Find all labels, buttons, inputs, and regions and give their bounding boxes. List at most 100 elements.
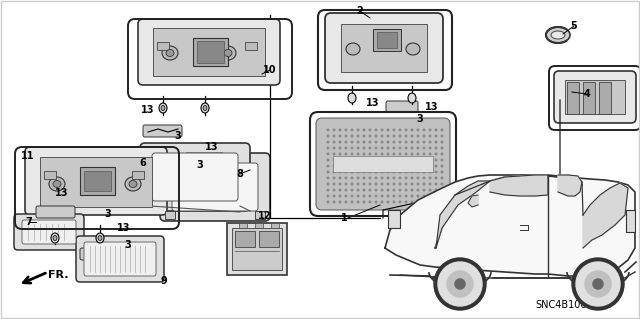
Ellipse shape: [423, 153, 425, 155]
Ellipse shape: [220, 46, 236, 60]
Ellipse shape: [345, 165, 347, 167]
Ellipse shape: [351, 165, 353, 167]
Ellipse shape: [429, 129, 431, 131]
Ellipse shape: [375, 177, 377, 179]
FancyBboxPatch shape: [140, 143, 250, 211]
Ellipse shape: [411, 201, 413, 203]
Ellipse shape: [417, 135, 419, 137]
Ellipse shape: [546, 27, 570, 43]
Ellipse shape: [363, 177, 365, 179]
Ellipse shape: [423, 189, 425, 191]
Ellipse shape: [393, 189, 396, 191]
Ellipse shape: [393, 171, 396, 173]
Ellipse shape: [345, 147, 347, 149]
Ellipse shape: [387, 129, 389, 131]
Ellipse shape: [351, 195, 353, 197]
Ellipse shape: [399, 141, 401, 143]
Ellipse shape: [96, 233, 104, 243]
Ellipse shape: [435, 141, 437, 143]
Ellipse shape: [435, 183, 437, 185]
Bar: [259, 231, 279, 247]
Ellipse shape: [161, 106, 165, 110]
Ellipse shape: [345, 129, 347, 131]
Ellipse shape: [357, 147, 359, 149]
Ellipse shape: [429, 171, 431, 173]
Ellipse shape: [339, 165, 341, 167]
Ellipse shape: [435, 177, 437, 179]
Ellipse shape: [339, 195, 341, 197]
Ellipse shape: [411, 129, 413, 131]
Bar: [245, 42, 257, 50]
Circle shape: [576, 262, 620, 306]
Ellipse shape: [357, 195, 359, 197]
Ellipse shape: [327, 201, 329, 203]
Ellipse shape: [357, 135, 359, 137]
Ellipse shape: [435, 159, 437, 161]
Ellipse shape: [387, 177, 389, 179]
Ellipse shape: [417, 195, 419, 197]
Ellipse shape: [435, 153, 437, 155]
Ellipse shape: [393, 195, 396, 197]
Bar: [165, 211, 175, 219]
Ellipse shape: [381, 177, 383, 179]
Ellipse shape: [375, 159, 377, 161]
FancyBboxPatch shape: [36, 206, 75, 218]
Ellipse shape: [375, 201, 377, 203]
Ellipse shape: [369, 159, 371, 161]
Text: 7: 7: [26, 217, 33, 227]
Bar: [626, 210, 635, 232]
Ellipse shape: [339, 201, 341, 203]
Text: 8: 8: [237, 169, 243, 179]
Ellipse shape: [435, 129, 437, 131]
Ellipse shape: [363, 165, 365, 167]
Ellipse shape: [363, 195, 365, 197]
Circle shape: [593, 279, 603, 289]
Ellipse shape: [551, 31, 565, 39]
Ellipse shape: [441, 165, 443, 167]
FancyBboxPatch shape: [14, 214, 84, 250]
Ellipse shape: [423, 141, 425, 143]
Ellipse shape: [441, 171, 443, 173]
Ellipse shape: [441, 141, 443, 143]
Ellipse shape: [417, 159, 419, 161]
Ellipse shape: [339, 189, 341, 191]
Ellipse shape: [345, 177, 347, 179]
Ellipse shape: [375, 129, 377, 131]
Ellipse shape: [375, 195, 377, 197]
Ellipse shape: [327, 165, 329, 167]
Ellipse shape: [387, 201, 389, 203]
Ellipse shape: [357, 141, 359, 143]
Ellipse shape: [423, 135, 425, 137]
Ellipse shape: [393, 201, 396, 203]
Text: 5: 5: [571, 21, 577, 31]
Polygon shape: [275, 22, 279, 80]
Ellipse shape: [351, 135, 353, 137]
Circle shape: [434, 258, 486, 310]
Ellipse shape: [327, 153, 329, 155]
FancyBboxPatch shape: [143, 125, 182, 137]
Bar: [255, 211, 265, 219]
Ellipse shape: [363, 153, 365, 155]
Ellipse shape: [348, 93, 356, 103]
Ellipse shape: [405, 165, 407, 167]
Circle shape: [455, 279, 465, 289]
Ellipse shape: [375, 147, 377, 149]
Ellipse shape: [429, 165, 431, 167]
Ellipse shape: [339, 129, 341, 131]
Ellipse shape: [399, 147, 401, 149]
Ellipse shape: [381, 183, 383, 185]
Ellipse shape: [327, 189, 329, 191]
Ellipse shape: [351, 171, 353, 173]
Ellipse shape: [53, 181, 61, 188]
Ellipse shape: [333, 141, 335, 143]
Ellipse shape: [51, 233, 59, 243]
Ellipse shape: [387, 147, 389, 149]
Text: 4: 4: [584, 89, 590, 99]
Ellipse shape: [411, 153, 413, 155]
Ellipse shape: [405, 201, 407, 203]
Ellipse shape: [351, 159, 353, 161]
Ellipse shape: [387, 165, 389, 167]
Bar: [599, 82, 611, 114]
Ellipse shape: [411, 183, 413, 185]
Ellipse shape: [375, 171, 377, 173]
